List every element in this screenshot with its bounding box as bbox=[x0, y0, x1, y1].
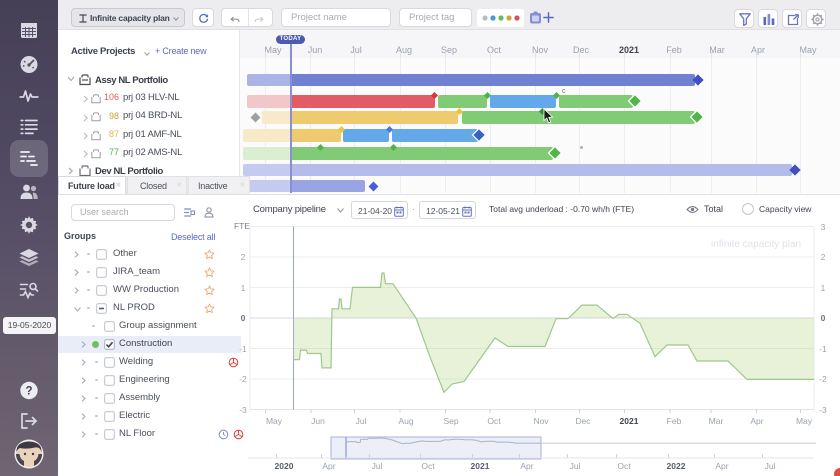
svg-text:?: ? bbox=[25, 386, 32, 398]
svg-text:infinite capacity plan: infinite capacity plan bbox=[711, 239, 801, 250]
